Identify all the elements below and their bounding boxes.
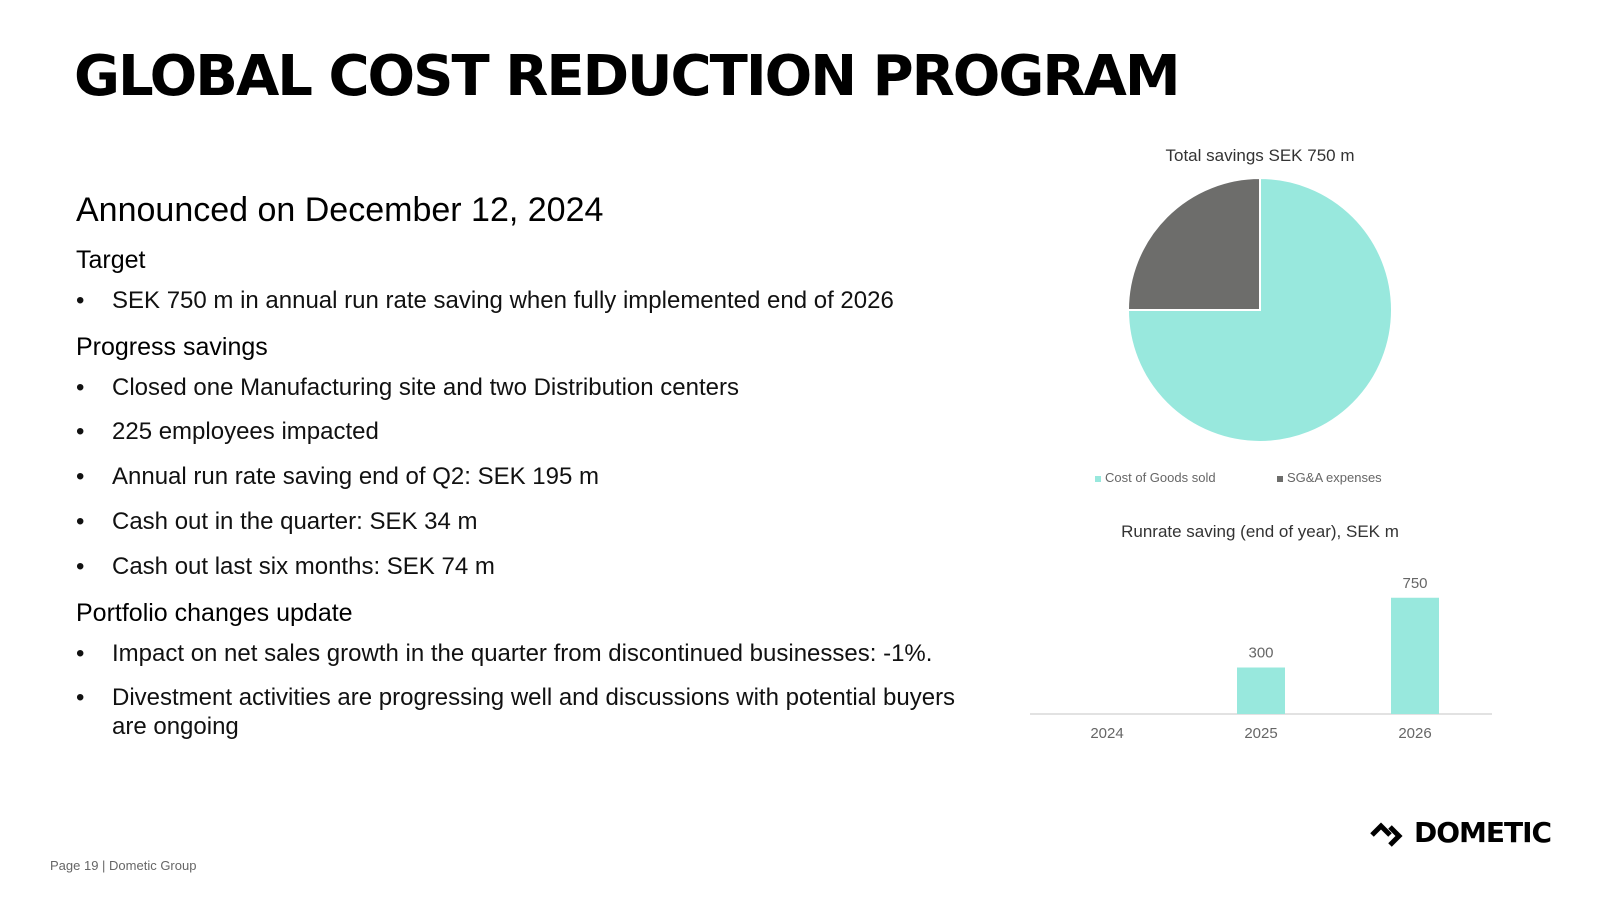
bar-chart: 2024 300 2025 750 2026 xyxy=(1030,575,1492,742)
bullet-item: Cash out last six months: SEK 74 m xyxy=(76,553,976,582)
bullet-item: Impact on net sales growth in the quarte… xyxy=(76,640,976,669)
legend-swatch-sga xyxy=(1277,475,1283,482)
bar-chart-title: Runrate saving (end of year), SEK m xyxy=(1121,522,1399,541)
legend-item-sga: SG&A expenses xyxy=(1277,470,1382,485)
bullet-item: Cash out in the quarter: SEK 34 m xyxy=(76,508,976,537)
bar-tick-label-2025: 2025 xyxy=(1244,725,1277,742)
pie-chart xyxy=(1126,176,1393,443)
bullet-item: SEK 750 m in annual run rate saving when… xyxy=(76,287,976,316)
legend-item-cogs: Cost of Goods sold xyxy=(1095,470,1216,485)
bullet-item: Closed one Manufacturing site and two Di… xyxy=(76,374,976,403)
bar-2025 xyxy=(1237,667,1285,714)
section-heading-progress: Progress savings xyxy=(76,332,268,361)
bullet-item: Annual run rate saving end of Q2: SEK 19… xyxy=(76,463,976,492)
section-heading-target: Target xyxy=(76,245,146,274)
target-bullets: SEK 750 m in annual run rate saving when… xyxy=(76,287,976,316)
content-column: Announced on December 12, 2024 Target SE… xyxy=(76,190,976,758)
bullet-item: Divestment activities are progressing we… xyxy=(76,684,976,742)
announcement-subtitle: Announced on December 12, 2024 xyxy=(76,191,604,229)
dometic-logo: DOMETIC xyxy=(1370,816,1552,849)
dometic-chevron-icon xyxy=(1370,822,1403,847)
bar-2026 xyxy=(1391,597,1439,714)
legend-label-cogs: Cost of Goods sold xyxy=(1105,470,1216,485)
pie-slice-sg-a-expenses xyxy=(1126,176,1261,311)
pie-chart-title: Total savings SEK 750 m xyxy=(1165,146,1355,165)
bar-data-label-2025: 300 xyxy=(1248,645,1273,662)
pie-slice-cost-of-goods-sold xyxy=(1126,176,1393,443)
footer-page-info: Page 19 | Dometic Group xyxy=(50,858,197,873)
section-heading-portfolio: Portfolio changes update xyxy=(76,598,353,627)
bullet-item: 225 employees impacted xyxy=(76,418,976,447)
bar-tick-label-2024: 2024 xyxy=(1090,725,1123,742)
portfolio-bullets: Impact on net sales growth in the quarte… xyxy=(76,640,976,742)
progress-bullets: Closed one Manufacturing site and two Di… xyxy=(76,374,976,582)
legend-label-sga: SG&A expenses xyxy=(1287,470,1382,485)
page-title: GLOBAL COST REDUCTION PROGRAM xyxy=(74,44,1181,109)
bar-tick-label-2026: 2026 xyxy=(1398,725,1431,742)
logo-wordmark: DOMETIC xyxy=(1414,816,1552,849)
bar-data-label-2026: 750 xyxy=(1402,575,1427,592)
legend-swatch-cogs xyxy=(1095,475,1101,482)
